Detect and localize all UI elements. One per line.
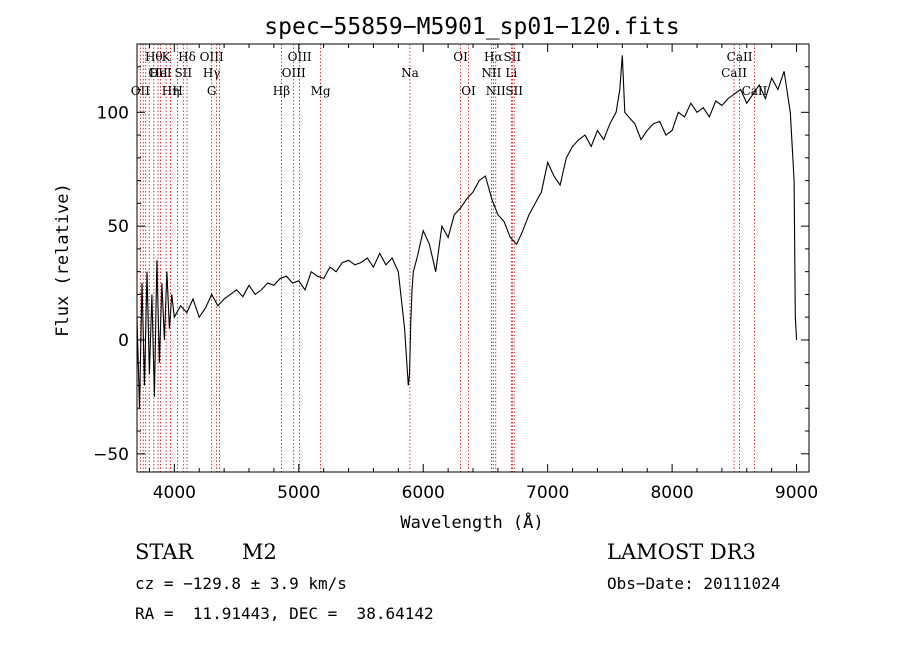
line-label: H xyxy=(172,84,182,98)
line-label: OII xyxy=(148,66,168,80)
plot-layer xyxy=(136,55,798,409)
line-label: NII xyxy=(486,84,506,98)
x-tick-label: 8000 xyxy=(650,483,693,503)
line-label: OI xyxy=(453,50,468,64)
survey-name: LAMOST DR3 xyxy=(607,540,756,564)
y-tick-label: −50 xyxy=(93,445,129,465)
object-class: STAR xyxy=(135,540,194,564)
line-label: Hβ xyxy=(273,84,290,98)
obs-date: Obs−Date: 20111024 xyxy=(607,574,781,593)
line-label: Hθ xyxy=(145,50,163,64)
y-tick-label: 0 xyxy=(118,331,129,351)
line-label: SII xyxy=(503,50,521,64)
line-label: Hη xyxy=(162,84,180,98)
line-label: HeI xyxy=(149,66,172,80)
redshift-info: cz = −129.8 ± 3.9 km/s xyxy=(135,574,347,593)
line-label: CaII xyxy=(721,66,747,80)
x-tick-label: 4000 xyxy=(153,483,196,503)
line-label: Hγ xyxy=(203,66,221,80)
line-label: NII xyxy=(481,66,501,80)
x-axis-label: Wavelength (Å) xyxy=(400,511,543,533)
line-label: Na xyxy=(401,66,419,80)
chart-title: spec−55859−M5901_sp01−120.fits xyxy=(264,14,679,40)
ticks-layer: 4000 5000 6000 7000 8000 9000 −50 0 50 100 xyxy=(93,44,818,503)
object-subclass: M2 xyxy=(242,540,277,564)
series-spectrum xyxy=(136,55,798,409)
x-tick-label: 7000 xyxy=(526,483,569,503)
line-label: SII xyxy=(505,84,523,98)
line-label: SII xyxy=(174,66,192,80)
y-tick-label: 50 xyxy=(107,217,129,237)
line-label: OIII xyxy=(200,50,224,64)
y-axis-label: Flux (relative) xyxy=(53,183,73,337)
line-label: Mg xyxy=(311,84,331,98)
x-tick-label: 5000 xyxy=(277,483,320,503)
y-tick-label: 100 xyxy=(97,103,129,123)
line-label: Hα xyxy=(484,50,503,64)
line-label: OIII xyxy=(282,66,306,80)
line-label: OI xyxy=(461,84,476,98)
line-label: OII xyxy=(131,84,151,98)
coordinates: RA = 11.91443, DEC = 38.64142 xyxy=(135,604,434,623)
line-label: CaII xyxy=(727,50,753,64)
x-tick-label: 6000 xyxy=(402,483,445,503)
line-label: G xyxy=(207,84,217,98)
line-label: Hδ xyxy=(178,50,196,64)
line-label: OIII xyxy=(288,50,312,64)
x-tick-label: 9000 xyxy=(775,483,818,503)
line-label: Li xyxy=(505,66,517,80)
plot-frame xyxy=(136,43,810,473)
line-label: K xyxy=(162,50,172,64)
